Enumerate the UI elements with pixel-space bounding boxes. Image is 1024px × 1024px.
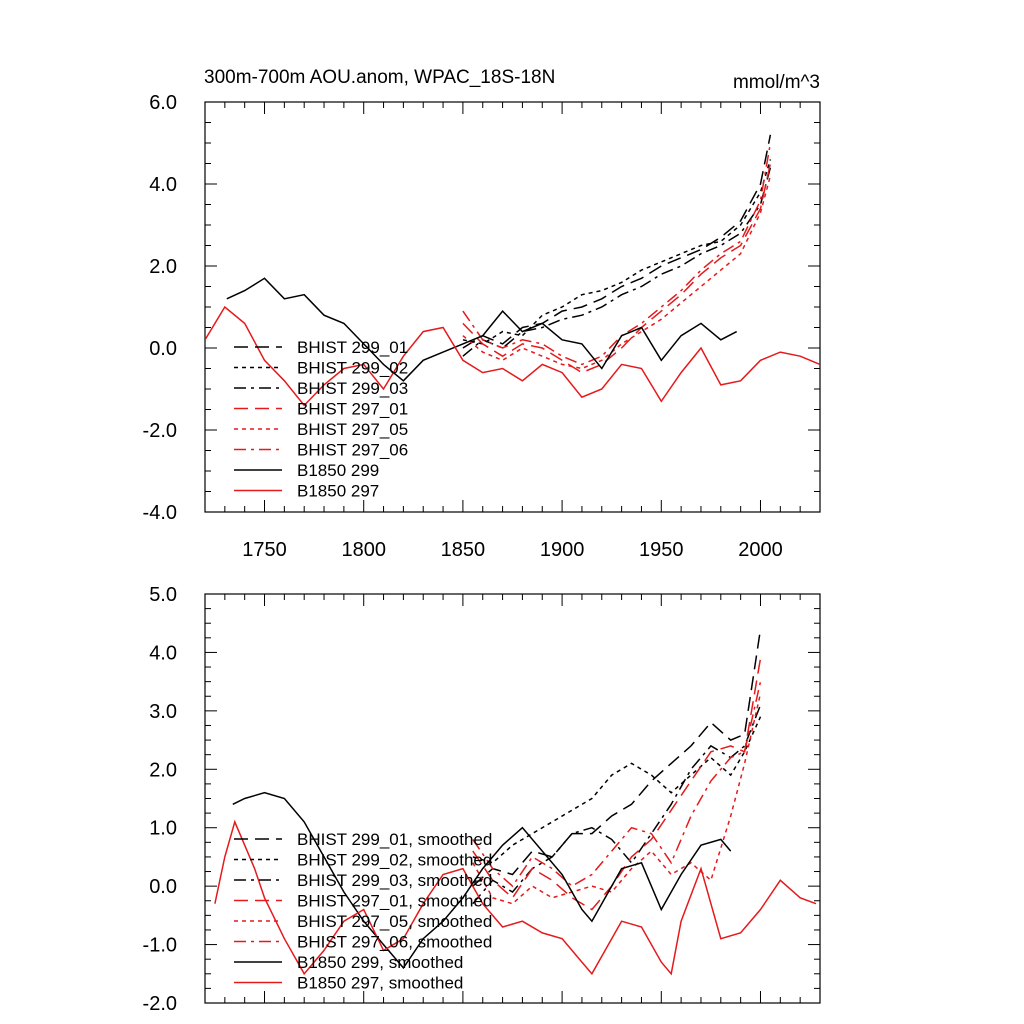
x-tick-label: 1850	[441, 539, 486, 561]
y-tick-label: -4.0	[143, 502, 177, 524]
legend-label: BHIST 297_06	[297, 441, 408, 460]
x-tick-label: 1800	[341, 539, 386, 561]
y-tick-label: 0.0	[149, 338, 177, 360]
units-label: mmol/m^3	[733, 72, 820, 93]
x-tick-label: 1900	[540, 539, 585, 561]
series-line-bhist-297-01-smoothed	[472, 658, 762, 911]
series-line-bhist-297-05-smoothed	[472, 693, 762, 905]
y-tick-label: -2.0	[143, 993, 177, 1015]
legend-label: B1850 297	[297, 482, 379, 501]
legend: BHIST 299_01, smoothed BHIST 299_02, smoo…	[234, 830, 492, 993]
y-tick-label: 1.0	[149, 818, 177, 840]
legend-label: B1850 299, smoothed	[297, 953, 463, 972]
bottom-panel: -2.0 -1.0 0.0 1.0 2.0 3.0 4.0 5.0 BHIST 299_01, …	[143, 584, 821, 1015]
series-group	[214, 628, 817, 976]
y-tick-label: 5.0	[149, 584, 177, 606]
legend-label: BHIST 299_03	[297, 379, 408, 398]
legend-label: B1850 297, smoothed	[297, 974, 463, 993]
legend-label: BHIST 297_05	[297, 420, 408, 439]
x-tick-label: 2000	[738, 539, 783, 561]
y-tick-label: 4.0	[149, 642, 177, 664]
series-line-b1850-297	[205, 305, 820, 407]
x-tick-label: 1750	[242, 539, 287, 561]
series-line-bhist-299-03	[462, 167, 772, 357]
legend-label: BHIST 299_02, smoothed	[297, 851, 492, 870]
series-line-bhist-297-05	[462, 175, 772, 370]
chart-title: 300m-700m AOU.anom, WPAC_18S-18N	[204, 67, 555, 88]
series-line-bhist-299-02-smoothed	[472, 716, 762, 864]
legend-label: BHIST 299_01	[297, 338, 408, 357]
x-tick-label: 1950	[639, 539, 684, 561]
series-line-bhist-297-06	[462, 142, 772, 366]
y-tick-label: 6.0	[149, 92, 177, 114]
series-line-bhist-299-03-smoothed	[472, 704, 762, 905]
y-tick-label: 0.0	[149, 876, 177, 898]
legend-label: BHIST 299_03, smoothed	[297, 871, 492, 890]
series-line-bhist-299-01-smoothed	[472, 628, 762, 887]
y-tick-label: -1.0	[143, 935, 177, 957]
top-panel: 300m-700m AOU.anom, WPAC_18S-18N mmol/m^…	[143, 67, 821, 561]
legend-label: BHIST 299_01, smoothed	[297, 830, 492, 849]
y-tick-label: -2.0	[143, 420, 177, 442]
series-line-bhist-297-01	[462, 163, 772, 374]
legend-label: BHIST 297_06, smoothed	[297, 933, 492, 952]
legend-label: BHIST 297_05, smoothed	[297, 912, 492, 931]
y-tick-label: 2.0	[149, 256, 177, 278]
y-tick-label: 2.0	[149, 759, 177, 781]
legend-label: BHIST 297_01	[297, 400, 408, 419]
legend-label: B1850 299	[297, 461, 379, 480]
series-line-bhist-299-02	[462, 159, 772, 345]
y-tick-label: 4.0	[149, 174, 177, 196]
legend-label: BHIST 299_02	[297, 359, 408, 378]
series-line-b1850-297-smoothed	[214, 819, 817, 976]
series-line-b1850-299-smoothed	[232, 791, 732, 970]
series-group	[205, 134, 820, 407]
series-line-bhist-297-06-smoothed	[472, 681, 762, 888]
series-line-b1850-299	[226, 277, 738, 382]
y-tick-label: 3.0	[149, 701, 177, 723]
series-line-bhist-299-01	[462, 134, 772, 349]
legend-label: BHIST 297_01, smoothed	[297, 892, 492, 911]
